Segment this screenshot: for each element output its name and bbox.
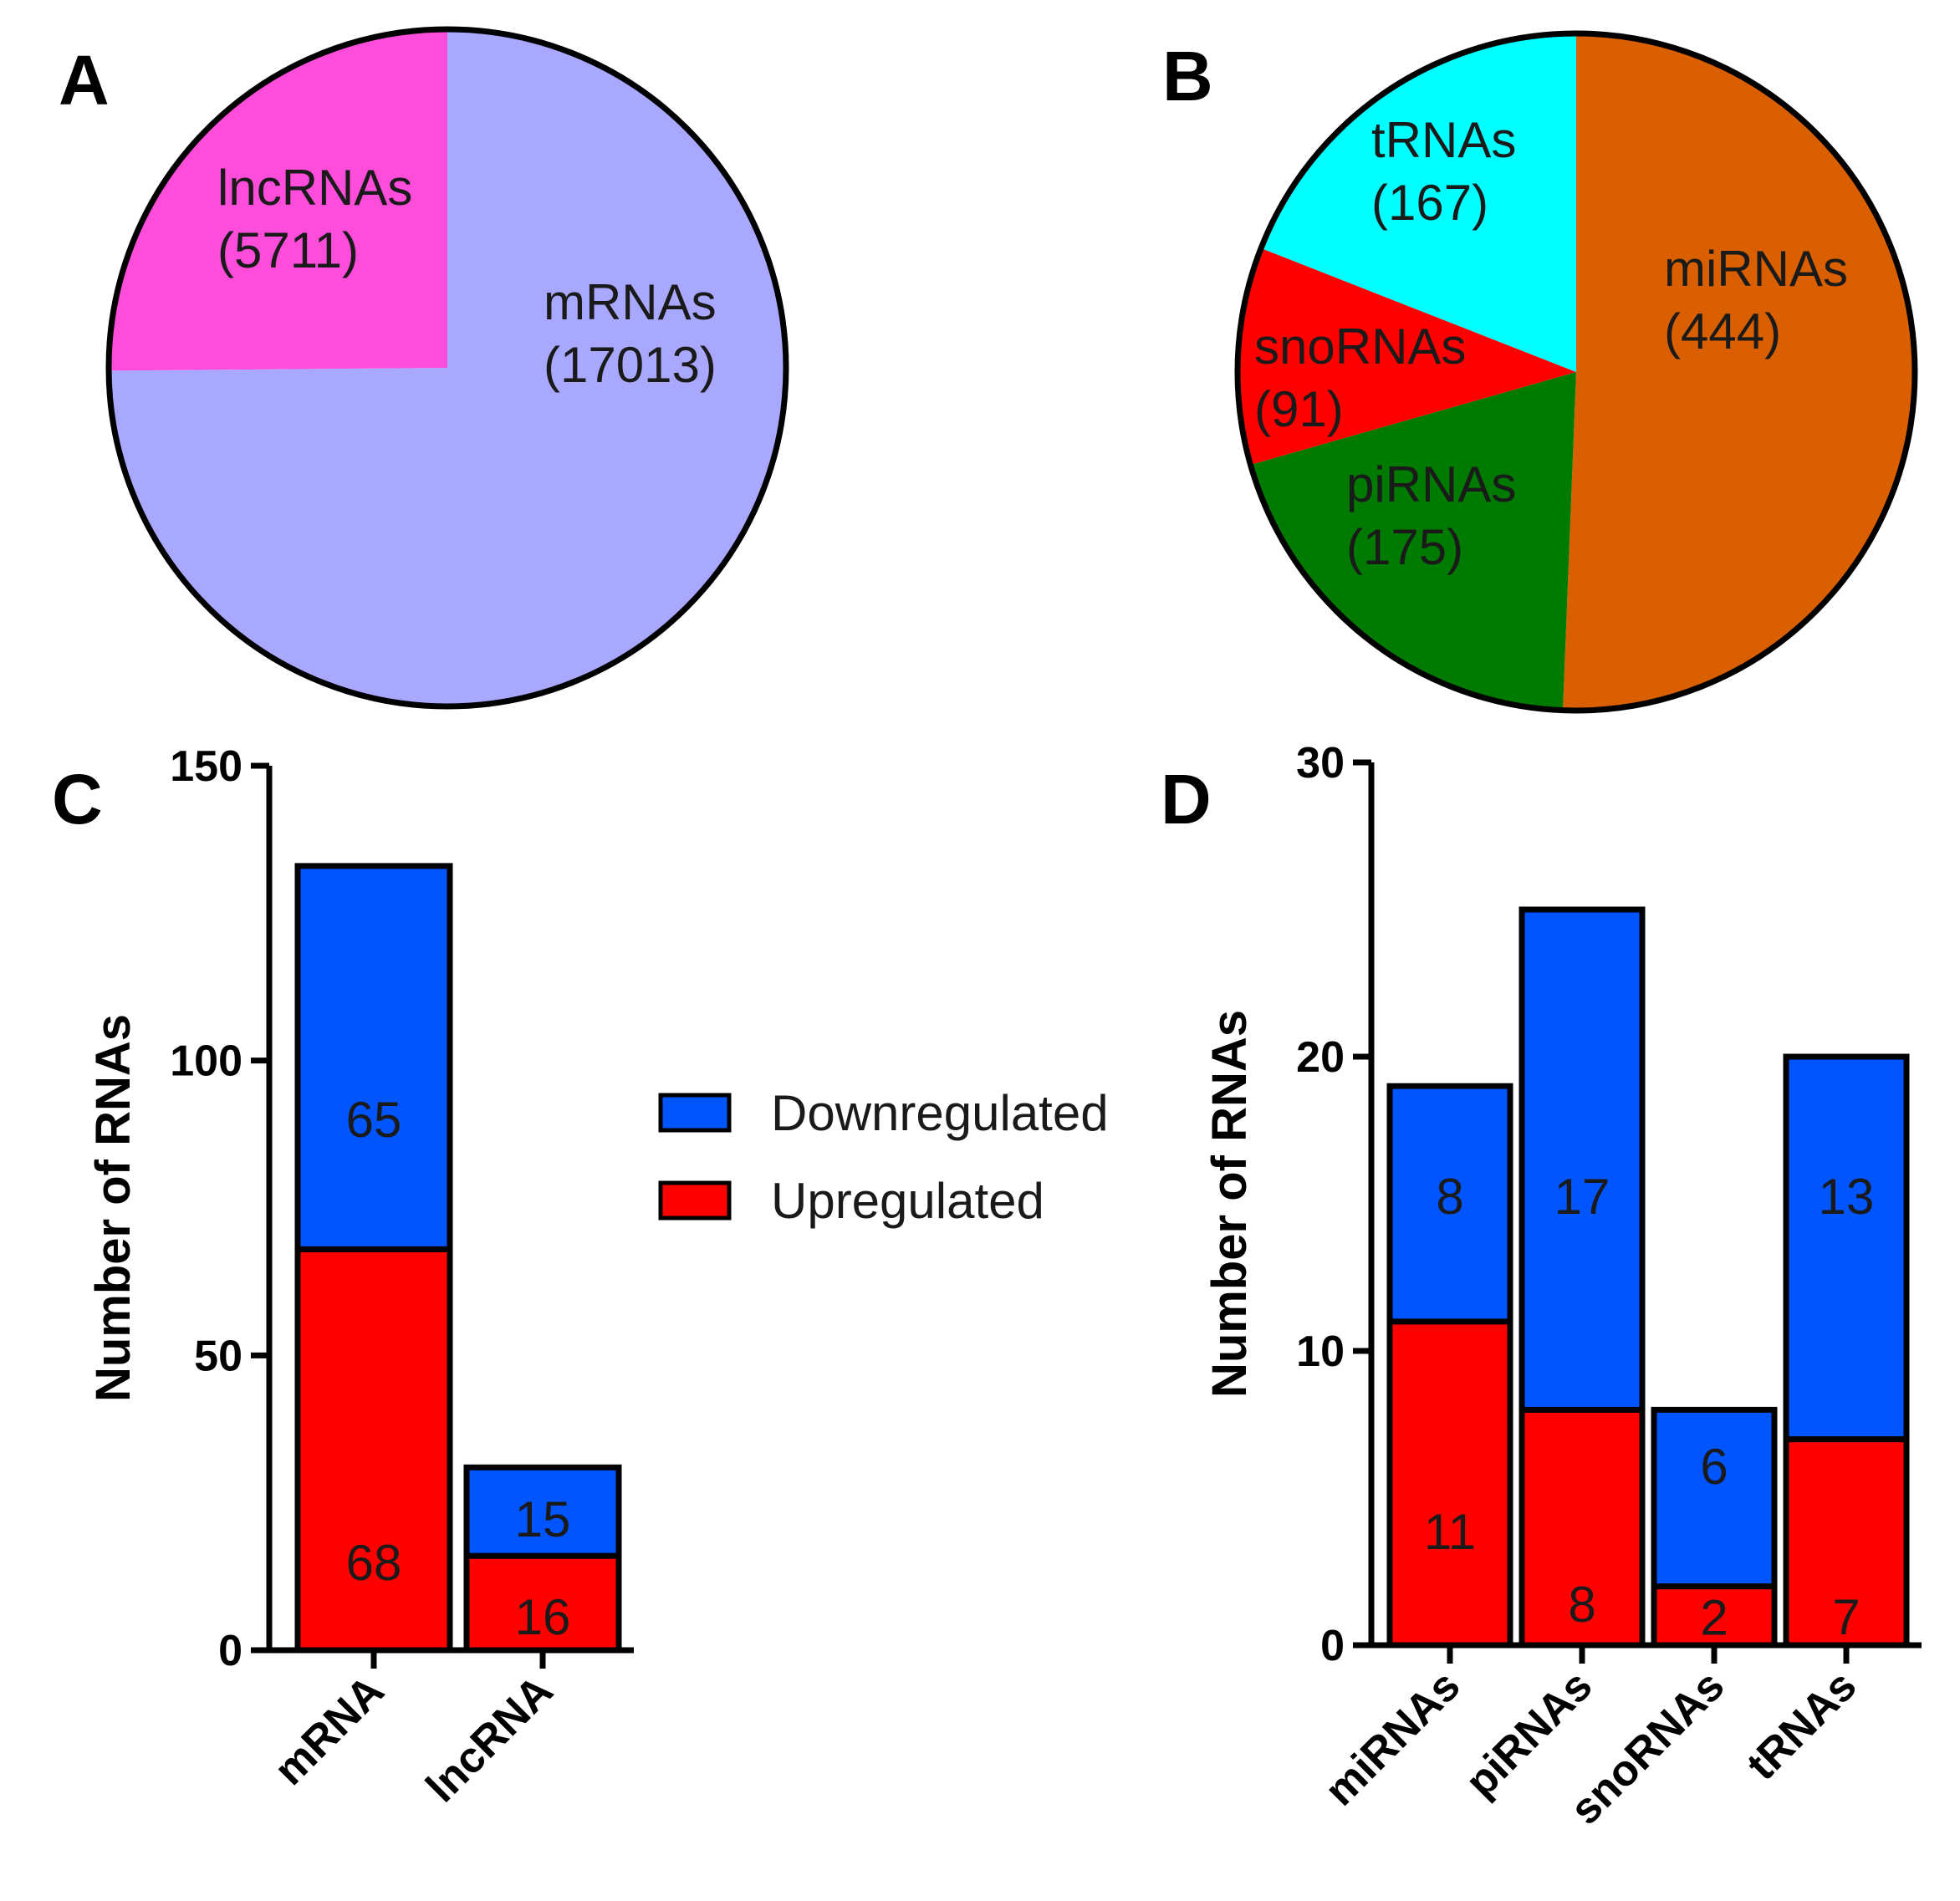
x-tick-label-lncrna: lncRNA [417, 1666, 563, 1812]
pie-count-lncrnas: (5711) [217, 222, 359, 278]
panel-letter-c: C [52, 760, 103, 838]
pie-slice-pirnas [1250, 372, 1576, 711]
y-tick-label: 100 [170, 1037, 242, 1086]
pie-count-trnas: (167) [1371, 175, 1488, 231]
pie-chart-a: mRNAs (17013) lncRNAs (5711) [105, 26, 789, 710]
bar-value-label-lncrna-upregulated: 16 [515, 1589, 571, 1645]
pie-label-mrnas: mRNAs [544, 274, 717, 330]
bar-pirnas-downregulated [1518, 906, 1646, 1413]
legend: Downregulated Upregulated [658, 1085, 1109, 1229]
pie-count-pirnas: (175) [1346, 519, 1463, 575]
bar-snornas-downregulated [1651, 1406, 1778, 1590]
legend-swatch-upregulated [658, 1180, 732, 1221]
pie-outline [1234, 30, 1918, 714]
bar-value-label-pirnas-upregulated: 8 [1568, 1577, 1595, 1633]
legend-swatch-downregulated [658, 1093, 732, 1133]
bar-value-label-pirnas-downregulated: 17 [1554, 1169, 1610, 1225]
bar-value-label-lncrna-downregulated: 15 [515, 1491, 571, 1547]
pie-label-snornas: snoRNAs [1254, 319, 1466, 375]
pie-label-mirnas: miRNAs [1664, 241, 1848, 297]
bar-trnas-downregulated [1783, 1053, 1910, 1443]
pie-count-snornas: (91) [1254, 381, 1344, 437]
bar-value-label-mirnas-downregulated: 8 [1436, 1169, 1463, 1225]
panel-letter-b: B [1162, 37, 1213, 115]
bar-mrna-upregulated [294, 1246, 453, 1654]
x-tick-label-mirnas: miRNAs [1315, 1661, 1469, 1815]
pie-label-lncrnas: lncRNAs [217, 160, 412, 216]
pie-count-mrnas: (17013) [544, 337, 717, 393]
bar-mrna-downregulated [294, 863, 453, 1252]
bar-value-label-mrna-upregulated: 68 [346, 1535, 402, 1591]
pie-label-trnas: tRNAs [1371, 112, 1516, 168]
y-tick-label: 30 [1296, 739, 1345, 787]
legend-label-downregulated: Downregulated [771, 1085, 1109, 1141]
y-tick-label: 150 [170, 742, 242, 791]
panel-letter-a: A [59, 41, 110, 120]
legend-label-upregulated: Upregulated [771, 1173, 1044, 1229]
y-tick-label: 0 [1320, 1622, 1345, 1670]
y-axis-title: Number of RNAs [1202, 1010, 1257, 1398]
bar-value-label-snornas-upregulated: 2 [1700, 1590, 1728, 1646]
bar-chart-c: 0 50 100 150 Number of RNAs 68 65 mRNA 16 15 lncRN… [86, 742, 634, 1812]
pie-chart-b: miRNAs (444) piRNAs (175) snoRNAs (91) tRNAs (1… [1234, 30, 1918, 714]
bar-lncrna-downregulated [463, 1464, 622, 1559]
pie-slice-snornas [1237, 247, 1576, 465]
y-tick-label: 10 [1296, 1328, 1345, 1376]
pie-slice-trnas [1261, 33, 1576, 372]
pie-slice-mrnas [109, 29, 787, 706]
pie-slice-lncrnas [109, 29, 447, 371]
bar-value-label-trnas-downregulated: 13 [1819, 1169, 1875, 1225]
bar-value-label-trnas-upregulated: 7 [1832, 1589, 1860, 1645]
pie-slice-mirnas [1563, 33, 1915, 711]
bar-mirnas-downregulated [1386, 1083, 1513, 1325]
pie-outline [105, 26, 789, 710]
bar-value-label-snornas-downregulated: 6 [1700, 1439, 1728, 1495]
y-tick-label: 20 [1296, 1033, 1345, 1082]
panel-letter-d: D [1161, 760, 1212, 838]
x-tick-label-trnas: tRNAs [1738, 1661, 1866, 1789]
bar-trnas-upregulated [1783, 1436, 1910, 1649]
pie-label-pirnas: piRNAs [1346, 456, 1516, 512]
x-tick-label-mrna: mRNA [265, 1666, 393, 1794]
bar-value-label-mirnas-upregulated: 11 [1424, 1504, 1476, 1560]
y-tick-label: 50 [194, 1332, 242, 1380]
y-axis-title: Number of RNAs [86, 1014, 140, 1402]
pie-count-mirnas: (444) [1664, 303, 1781, 359]
y-tick-label: 0 [218, 1627, 242, 1675]
bar-mirnas-upregulated [1386, 1318, 1513, 1649]
bar-value-label-mrna-downregulated: 65 [346, 1092, 402, 1148]
